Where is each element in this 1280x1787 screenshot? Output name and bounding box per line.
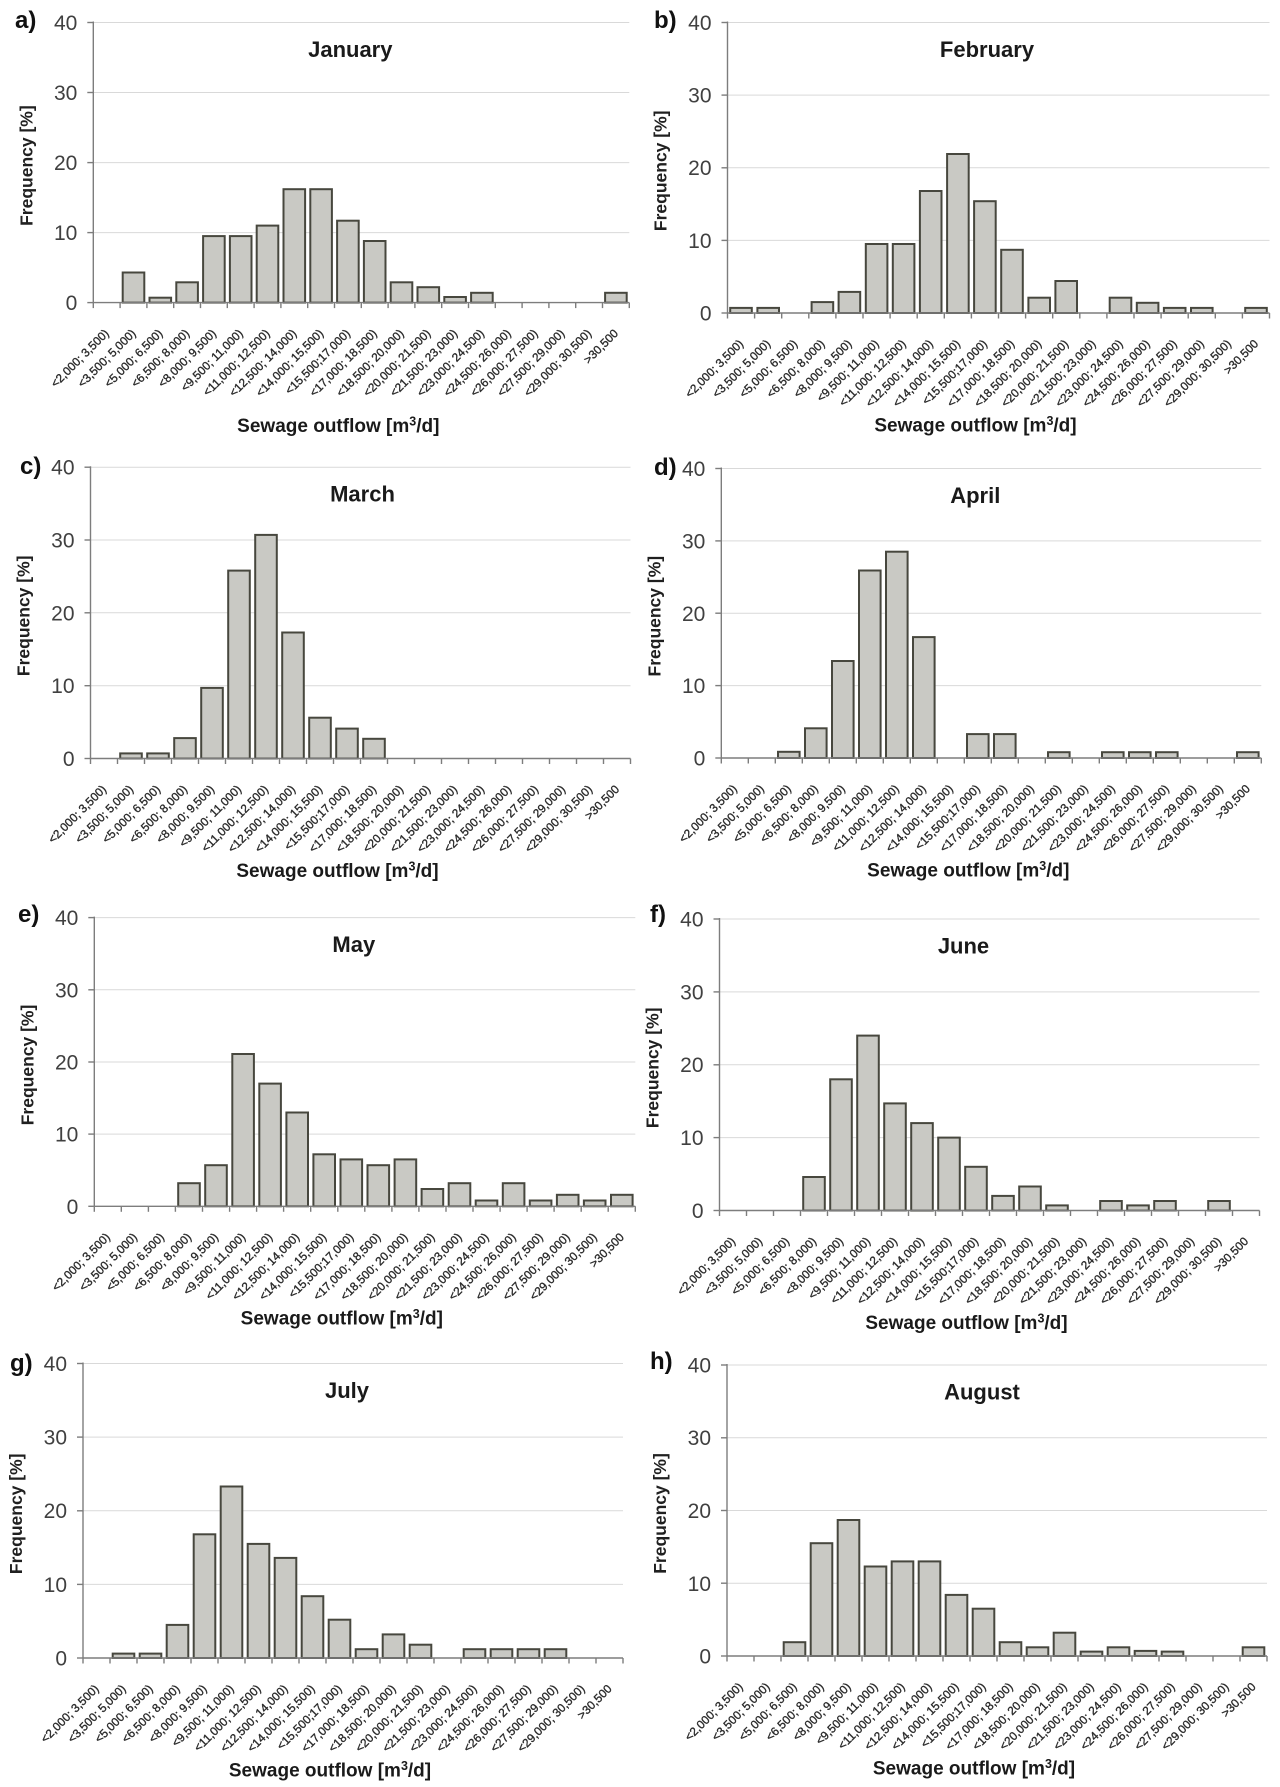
svg-text:10: 10 [688, 1573, 711, 1596]
svg-text:a): a) [15, 7, 36, 34]
svg-text:40: 40 [680, 909, 703, 932]
svg-text:g): g) [10, 1350, 33, 1377]
svg-text:Sewage outflow [m3/d]: Sewage outflow [m3/d] [237, 415, 439, 438]
svg-text:January: January [308, 37, 393, 62]
svg-text:Frequency [%]: Frequency [%] [14, 556, 34, 677]
svg-text:20: 20 [688, 1500, 711, 1523]
svg-text:40: 40 [51, 457, 74, 480]
svg-text:20: 20 [688, 157, 711, 180]
svg-text:e): e) [18, 901, 39, 928]
svg-text:d): d) [654, 454, 677, 481]
svg-text:40: 40 [55, 907, 78, 930]
svg-text:April: April [950, 483, 1000, 508]
svg-text:40: 40 [682, 458, 705, 481]
svg-text:20: 20 [55, 1052, 78, 1075]
svg-text:Sewage outflow [m3/d]: Sewage outflow [m3/d] [236, 859, 438, 882]
svg-text:Frequency [%]: Frequency [%] [643, 1008, 663, 1129]
svg-text:July: July [325, 1378, 370, 1403]
svg-text:Sewage outflow [m3/d]: Sewage outflow [m3/d] [241, 1307, 443, 1330]
svg-text:Frequency [%]: Frequency [%] [644, 556, 664, 677]
svg-text:Sewage outflow [m3/d]: Sewage outflow [m3/d] [865, 1311, 1067, 1334]
svg-text:Frequency [%]: Frequency [%] [17, 1005, 37, 1126]
svg-text:40: 40 [688, 1355, 711, 1378]
svg-text:10: 10 [680, 1127, 703, 1150]
svg-text:30: 30 [680, 981, 703, 1004]
svg-text:c): c) [20, 453, 41, 480]
svg-text:10: 10 [55, 1124, 78, 1147]
svg-text:0: 0 [692, 1200, 704, 1223]
svg-text:August: August [944, 1380, 1020, 1405]
svg-text:20: 20 [51, 602, 74, 625]
svg-text:Sewage outflow [m3/d]: Sewage outflow [m3/d] [229, 1759, 431, 1782]
svg-text:Sewage outflow [m3/d]: Sewage outflow [m3/d] [867, 859, 1069, 882]
svg-text:May: May [332, 932, 376, 957]
svg-text:20: 20 [44, 1500, 67, 1523]
svg-text:30: 30 [688, 1427, 711, 1450]
svg-text:10: 10 [682, 675, 705, 698]
svg-text:Frequency [%]: Frequency [%] [650, 1453, 670, 1574]
svg-text:June: June [938, 934, 989, 959]
svg-text:0: 0 [63, 748, 75, 771]
svg-text:30: 30 [55, 979, 78, 1002]
svg-text:h): h) [650, 1348, 673, 1375]
svg-text:Frequency [%]: Frequency [%] [16, 105, 36, 226]
svg-text:Frequency [%]: Frequency [%] [651, 111, 671, 232]
svg-text:10: 10 [54, 222, 77, 245]
svg-text:Sewage outflow [m3/d]: Sewage outflow [m3/d] [874, 414, 1076, 437]
svg-text:30: 30 [682, 530, 705, 553]
svg-text:20: 20 [680, 1054, 703, 1077]
svg-text:30: 30 [51, 530, 74, 553]
svg-text:40: 40 [54, 12, 77, 35]
svg-text:0: 0 [67, 1196, 79, 1219]
svg-text:30: 30 [688, 85, 711, 108]
svg-text:10: 10 [44, 1574, 67, 1597]
svg-text:20: 20 [682, 603, 705, 626]
svg-text:March: March [330, 482, 395, 507]
svg-text:Sewage outflow [m3/d]: Sewage outflow [m3/d] [873, 1757, 1075, 1780]
svg-text:0: 0 [694, 748, 706, 771]
svg-text:b): b) [654, 7, 677, 34]
svg-text:10: 10 [51, 675, 74, 698]
svg-text:30: 30 [44, 1427, 67, 1450]
svg-text:f): f) [650, 901, 666, 928]
svg-text:0: 0 [699, 1646, 711, 1669]
svg-text:40: 40 [44, 1353, 67, 1376]
svg-text:Frequency [%]: Frequency [%] [6, 1454, 26, 1575]
svg-text:10: 10 [688, 230, 711, 253]
svg-text:0: 0 [700, 303, 712, 326]
svg-text:February: February [940, 37, 1035, 62]
svg-text:20: 20 [54, 152, 77, 175]
svg-text:0: 0 [55, 1648, 67, 1671]
svg-text:40: 40 [688, 12, 711, 35]
svg-text:0: 0 [66, 292, 78, 315]
svg-text:30: 30 [54, 82, 77, 105]
